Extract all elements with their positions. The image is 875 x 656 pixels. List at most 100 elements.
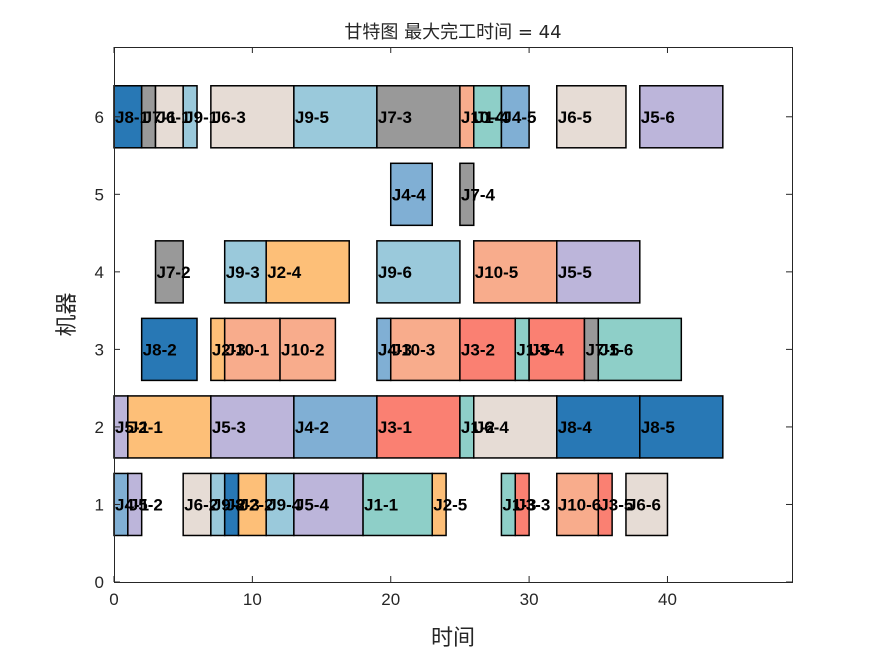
task-label: J8-5 [641,418,675,437]
task-bar [597,472,613,537]
task-label: J1-5 [516,340,550,359]
task-bar [389,162,433,227]
task-bar [473,395,558,459]
task-label: J1-4 [475,108,510,127]
task-label: J9-4 [267,495,302,514]
task-label: J3-1 [378,418,412,437]
task-label: J6-2 [184,495,218,514]
y-tick-label: 3 [95,340,104,359]
task-bar [210,395,295,459]
task-label: J2-5 [433,495,467,514]
task-bar [223,317,281,382]
task-label: J4-5 [502,108,536,127]
task-label: J2-2 [240,495,274,514]
task-label: J4-1 [115,495,149,514]
task-label: J9-2 [212,495,246,514]
task-label: J3-5 [599,495,633,514]
task-label: J3-4 [530,340,565,359]
task-bar [265,472,295,537]
task-bar [431,472,447,537]
task-bar [237,472,267,537]
task-bar [639,395,724,459]
task-bar [625,472,669,537]
task-label: J5-6 [641,108,675,127]
x-tick-label: 40 [658,590,677,609]
task-labels: J8-1J7-1J6-1J9-1J6-3 J9-5 J7-3 J10-4J1-4J4-… [115,108,675,515]
task-bar [293,472,364,537]
task-label: J10-3 [392,340,435,359]
task-label: J10-6 [558,495,601,514]
task-bar [500,85,530,149]
task-label: J8-2 [143,340,177,359]
task-label: J6-6 [627,495,661,514]
chart-title: 甘特图 最大完工时间 = 44 [344,22,561,43]
task-label: J5-2 [129,495,163,514]
task-label: J10-4 [461,108,505,127]
task-label: J1-2 [461,418,495,437]
task-bar [514,472,530,537]
task-label: J4-2 [295,418,329,437]
y-tick-label: 4 [95,263,104,282]
plot-frame [114,47,793,583]
task-label: J2-1 [129,418,163,437]
task-label: J6-5 [558,108,592,127]
task-label: J5-3 [212,418,246,437]
task-bar [376,85,461,149]
task-bar [376,240,461,304]
task-bars [113,85,724,537]
task-bar [154,240,184,304]
task-label: J7-2 [157,263,191,282]
task-bar [597,317,683,382]
task-bar [528,317,586,382]
task-label: J10-2 [281,340,324,359]
task-bar [473,85,503,149]
x-tick-label: 20 [381,590,400,609]
task-label: J1-6 [599,340,633,359]
x-tick-label: 30 [520,590,539,609]
task-label: J5-1 [115,418,149,437]
task-label: J1-1 [364,495,398,514]
task-bar [293,395,378,459]
task-bar [293,85,378,149]
task-bar [223,240,267,304]
task-label: J7-1 [143,108,177,127]
y-tick-label: 2 [95,418,104,437]
task-bar [182,472,212,537]
y-axis-label: 机器 [55,292,80,336]
task-label: J2-4 [267,263,302,282]
x-tick-label: 10 [243,590,262,609]
task-label: J10-1 [226,340,269,359]
x-axis: 0 10 20 30 40 [109,47,677,609]
task-label: J8-3 [226,495,260,514]
task-label: J7-4 [461,185,496,204]
x-axis-label: 时间 [431,626,475,651]
task-label: J6-3 [212,108,246,127]
task-bar [182,85,198,149]
task-label: J9-1 [184,108,218,127]
task-label: J3-3 [516,495,550,514]
task-label: J1-3 [502,495,536,514]
task-bar [556,85,627,149]
task-label: J8-4 [558,418,593,437]
task-bar [639,85,724,149]
task-label: J8-1 [115,108,149,127]
y-tick-label: 5 [95,185,104,204]
task-label: J6-1 [157,108,191,127]
task-label: J9-3 [226,263,260,282]
task-label: J10-5 [475,263,518,282]
task-label: J7-3 [378,108,412,127]
y-tick-label: 6 [95,108,104,127]
task-bar [556,240,641,304]
task-bar [556,472,600,537]
task-label: J9-5 [295,108,329,127]
y-tick-label: 1 [95,495,104,514]
task-bar [140,317,198,382]
task-bar [473,240,558,304]
task-label: J5-5 [558,263,592,282]
task-label: J9-6 [378,263,412,282]
y-axis: 0 1 2 3 4 5 6 [95,108,792,592]
task-bar [279,317,337,382]
task-label: J4-3 [378,340,412,359]
task-bar [459,317,517,382]
task-bar [127,395,212,459]
